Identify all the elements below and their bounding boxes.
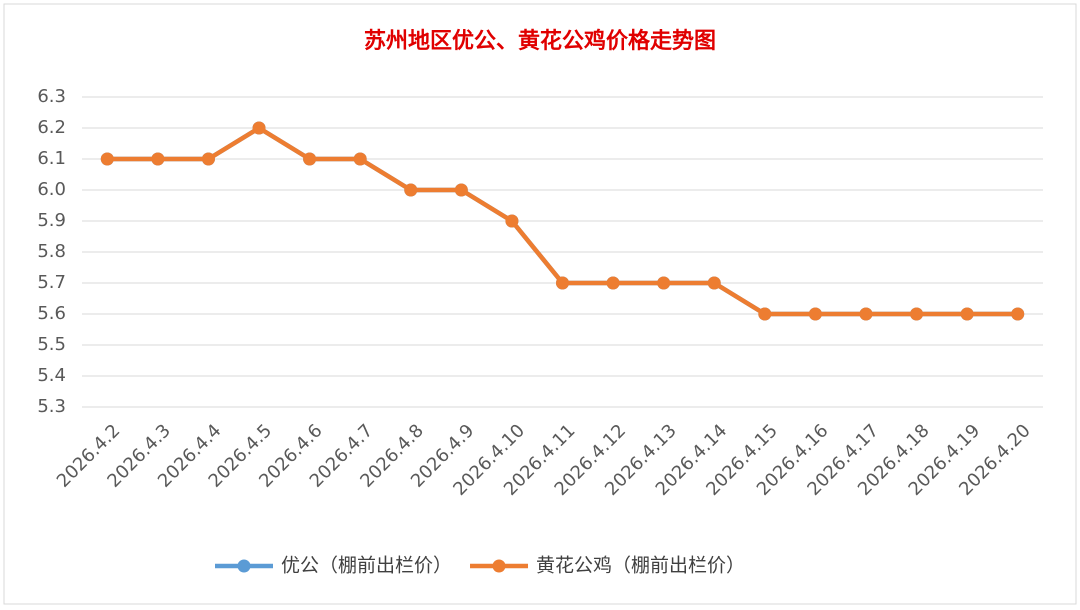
legend-label: 黄花公鸡（棚前出栏价） <box>536 555 745 577</box>
point <box>606 276 620 290</box>
point <box>201 152 215 166</box>
point <box>505 214 519 228</box>
point <box>1011 307 1025 321</box>
y-tick-label: 5.9 <box>37 210 66 231</box>
point <box>707 276 721 290</box>
point <box>910 307 924 321</box>
point <box>151 152 165 166</box>
y-tick-label: 6.2 <box>37 117 66 138</box>
y-tick-label: 5.7 <box>37 272 66 293</box>
y-tick-label: 6.3 <box>37 86 66 107</box>
point <box>353 152 367 166</box>
point <box>758 307 772 321</box>
chart-border <box>3 3 1077 605</box>
legend-marker <box>492 559 506 573</box>
y-tick-label: 5.8 <box>37 241 66 262</box>
point <box>303 152 317 166</box>
y-tick-label: 6.0 <box>37 179 66 200</box>
legend-marker <box>237 559 251 573</box>
point <box>556 276 569 290</box>
point <box>808 307 822 321</box>
point <box>252 121 266 135</box>
point <box>657 276 671 290</box>
y-tick-label: 5.3 <box>37 396 66 417</box>
y-tick-label: 5.4 <box>37 365 66 386</box>
legend-label: 优公（棚前出栏价） <box>281 555 452 577</box>
point <box>960 307 974 321</box>
point <box>859 307 873 321</box>
y-tick-label: 5.6 <box>37 303 66 324</box>
y-tick-label: 6.1 <box>37 148 66 169</box>
chart-title: 苏州地区优公、黄花公鸡价格走势图 <box>364 28 716 54</box>
point <box>404 183 418 197</box>
y-tick-label: 5.5 <box>37 334 66 355</box>
point <box>454 183 468 197</box>
point <box>100 152 114 166</box>
